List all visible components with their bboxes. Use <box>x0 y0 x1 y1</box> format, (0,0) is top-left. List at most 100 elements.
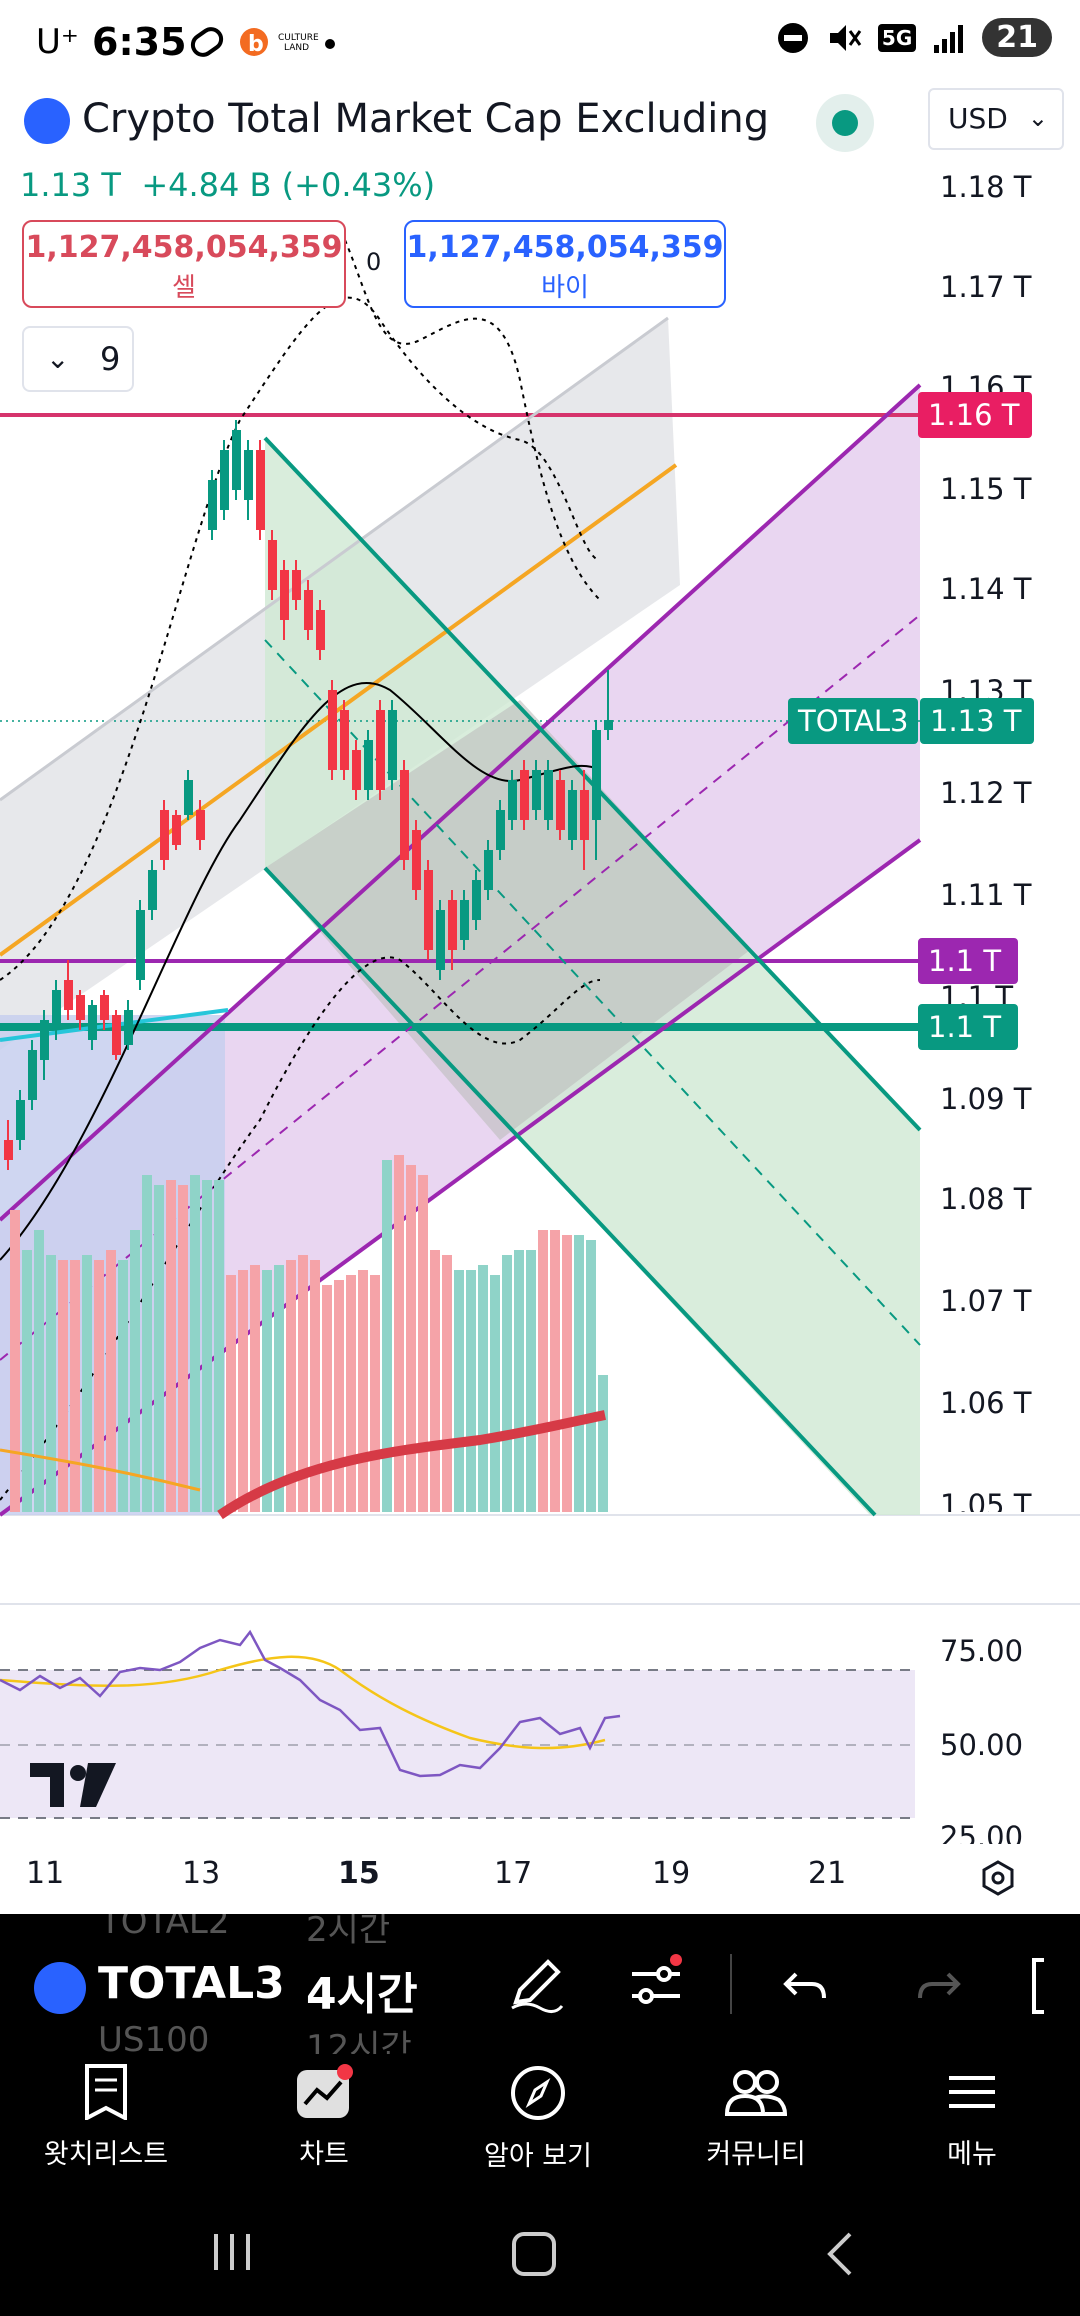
volume-bar <box>274 1265 284 1512</box>
bollinger-upper-top <box>344 239 601 601</box>
candle-body <box>52 990 61 1030</box>
candle-body <box>112 1015 121 1055</box>
volume-bar <box>154 1185 164 1512</box>
volume-bar <box>550 1230 560 1512</box>
candle-body <box>220 450 229 510</box>
nav-explore-label: 알아 보기 <box>484 2141 592 2172</box>
volume-bar <box>442 1255 452 1512</box>
system-navigation-bar <box>0 2196 1080 2316</box>
indicators-settings-icon[interactable] <box>628 1954 688 2014</box>
chart-toolbar: TOTAL2 2시간 TOTAL3 4시간 US100 12시간 <box>0 1914 1080 2054</box>
market-status-icon[interactable] <box>816 94 874 152</box>
last-price: 1.13 T <box>20 166 121 204</box>
b-app-icon: b <box>240 28 268 57</box>
indicator-collapse-button[interactable]: ⌄ 9 <box>22 326 134 392</box>
back-icon[interactable] <box>820 2230 860 2278</box>
osc-label-25: 25.00 <box>940 1820 1024 1844</box>
fullscreen-icon[interactable] <box>1030 1958 1080 2014</box>
currency-select[interactable]: USD ⌄ <box>928 88 1064 150</box>
nav-watchlist[interactable]: 왓치리스트 <box>6 2064 206 2171</box>
volume-bar <box>490 1275 500 1512</box>
price-tag-1-1-green: 1.1 T <box>918 1004 1018 1050</box>
dnd-icon <box>777 22 808 53</box>
green-channel-bottom <box>263 866 877 1517</box>
price-scale-label: 1.17 T <box>940 270 1032 304</box>
price-chart[interactable] <box>0 0 1080 1914</box>
symbol-title[interactable]: Crypto Total Market Cap Excluding ... <box>82 96 782 142</box>
symbol-picker[interactable]: TOTAL3 <box>98 1958 285 2009</box>
candle-body <box>520 770 529 820</box>
price-scale-label: 1.12 T <box>940 776 1032 810</box>
volume-bar <box>346 1275 356 1512</box>
sell-price: 1,127,458,054,359 <box>25 230 343 265</box>
price-change: +4.84 B (+0.43%) <box>141 166 436 204</box>
volume-bar <box>142 1175 152 1512</box>
volume-bar <box>598 1375 608 1512</box>
symbol-logo-icon <box>34 1962 86 2014</box>
sell-button[interactable]: 1,127,458,054,359 셀 <box>22 220 346 308</box>
volume-bar <box>334 1280 344 1512</box>
candle-body <box>436 910 445 970</box>
volume-bar <box>22 1250 32 1512</box>
candle-body <box>496 810 505 850</box>
buy-price: 1,127,458,054,359 <box>406 230 724 265</box>
volume-bar <box>430 1250 440 1512</box>
chart-icon <box>297 2064 353 2118</box>
candle-body <box>532 770 541 810</box>
draw-pencil-icon[interactable] <box>506 1954 566 2014</box>
candle-body <box>604 720 613 730</box>
candle-body <box>208 480 217 530</box>
volume-bar <box>406 1165 416 1512</box>
interval-prev: 2시간 <box>306 1914 391 1950</box>
redo-icon[interactable] <box>912 1960 962 2010</box>
volume-bar <box>226 1275 236 1512</box>
candle-body <box>268 540 277 590</box>
candle-body <box>556 780 565 830</box>
volume-bar <box>214 1180 224 1512</box>
volume-bar <box>454 1270 464 1512</box>
tradingview-logo <box>30 1760 116 1820</box>
candle-body <box>376 710 385 790</box>
orange-trendline <box>0 463 678 957</box>
candle-body <box>544 770 553 820</box>
candle-body <box>244 450 253 500</box>
x-label-21: 21 <box>808 1856 847 1891</box>
nav-chart[interactable]: 차트 <box>224 2064 424 2171</box>
volume-bar <box>58 1260 68 1512</box>
candle-body <box>292 570 301 600</box>
recent-apps-icon[interactable] <box>210 2230 254 2274</box>
x-label-19: 19 <box>652 1856 691 1891</box>
volume-bar <box>418 1175 428 1512</box>
candle-body <box>232 430 241 490</box>
candle-body <box>472 880 481 920</box>
mute-icon <box>829 24 862 51</box>
candle-body <box>4 1140 13 1160</box>
candle-body <box>124 1010 133 1045</box>
carrier-label: U⁺ <box>36 22 79 62</box>
grey-channel-top <box>0 316 669 802</box>
price-scale-label: 1.06 T <box>940 1386 1032 1420</box>
candle-body <box>28 1050 37 1100</box>
nav-menu[interactable]: 메뉴 <box>872 2064 1072 2171</box>
candle-body <box>148 870 157 910</box>
candle-body <box>400 770 409 860</box>
nav-community[interactable]: 커뮤니티 <box>656 2064 856 2171</box>
candle-body <box>388 710 397 780</box>
signal-icon <box>934 24 964 53</box>
price-scale-label: 1.08 T <box>940 1182 1032 1216</box>
interval-picker[interactable]: 4시간 <box>306 1969 418 2020</box>
buy-button[interactable]: 1,127,458,054,359 바이 <box>404 220 726 308</box>
nav-explore[interactable]: 알아 보기 <box>438 2064 638 2173</box>
volume-bar <box>298 1255 308 1512</box>
osc-label-50: 50.00 <box>940 1728 1024 1762</box>
osc-label-75: 75.00 <box>940 1634 1024 1668</box>
volume-bar <box>310 1260 320 1512</box>
clock: 6:35 <box>92 20 187 64</box>
home-icon[interactable] <box>510 2230 558 2278</box>
undo-icon[interactable] <box>782 1960 832 2010</box>
candle-body <box>328 690 337 770</box>
volume-bar <box>202 1180 212 1512</box>
scale-settings-icon[interactable] <box>980 1860 1016 1896</box>
candle-body <box>460 900 469 940</box>
